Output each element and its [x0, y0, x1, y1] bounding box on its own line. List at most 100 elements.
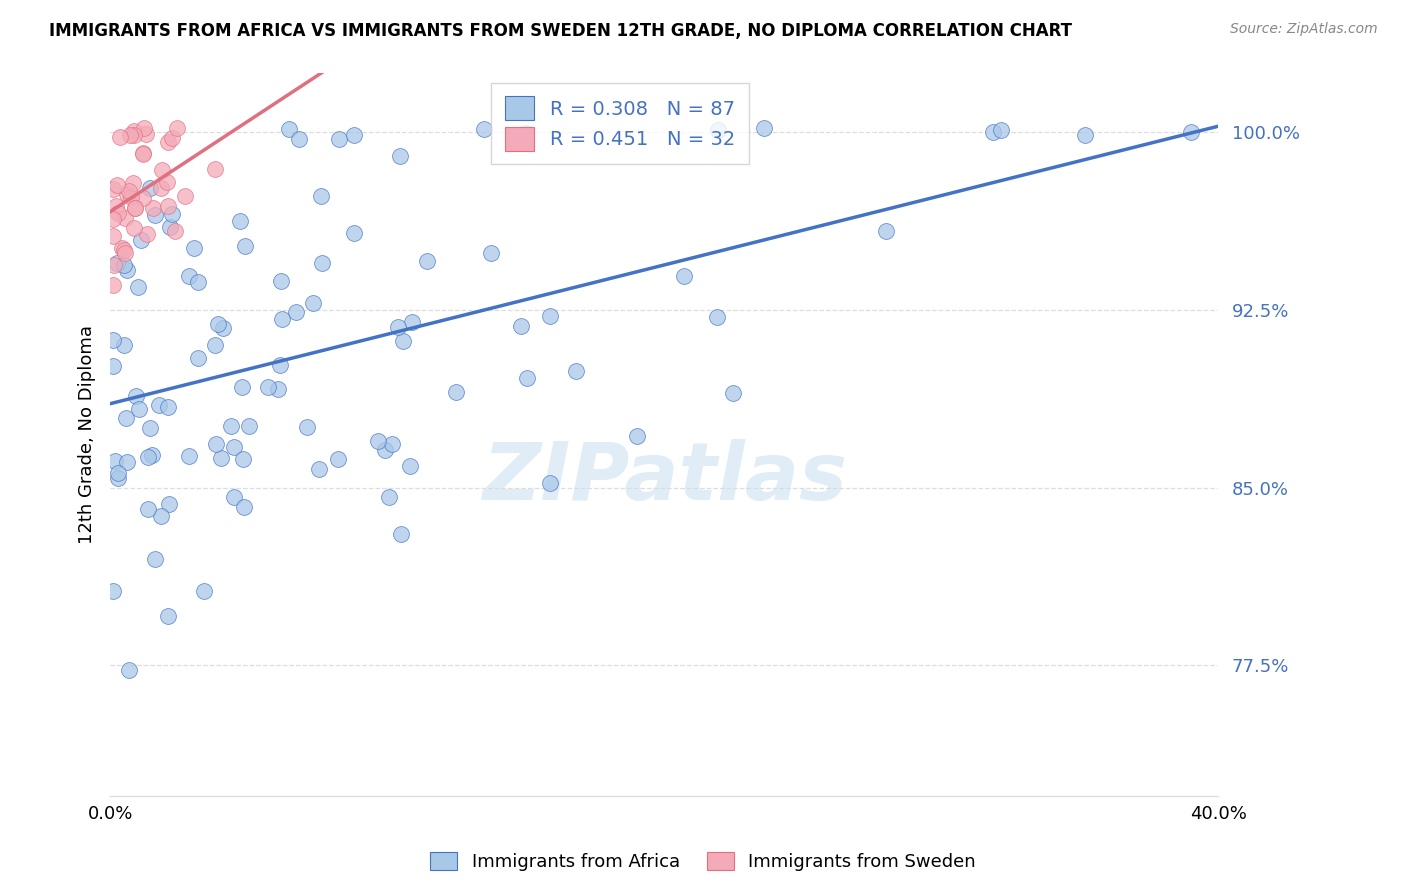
Point	[707, 122, 730, 136]
Point	[162, 206, 184, 220]
Point	[876, 224, 898, 238]
Point	[132, 146, 155, 161]
Point	[990, 122, 1012, 136]
Point	[177, 268, 200, 283]
Point	[207, 317, 229, 331]
Point	[157, 497, 180, 511]
Point	[981, 125, 1004, 139]
Point	[564, 364, 586, 378]
Point	[378, 490, 401, 504]
Point	[672, 269, 695, 284]
Point	[706, 310, 728, 324]
Point	[343, 128, 366, 142]
Point	[212, 321, 235, 335]
Point	[138, 501, 160, 516]
Point	[367, 434, 389, 448]
Point	[479, 246, 502, 260]
Point	[222, 490, 245, 504]
Point	[108, 130, 131, 145]
Point	[723, 386, 745, 401]
Point	[401, 315, 423, 329]
Point	[516, 371, 538, 385]
Point	[343, 226, 366, 240]
Point	[107, 470, 129, 484]
Point	[381, 437, 404, 451]
Point	[101, 211, 124, 226]
Point	[308, 462, 330, 476]
Point	[101, 181, 124, 195]
Point	[128, 401, 150, 416]
Point	[398, 458, 420, 473]
Point	[141, 448, 163, 462]
Point	[211, 451, 233, 466]
Point	[204, 338, 226, 352]
Point	[271, 311, 294, 326]
Point	[112, 338, 135, 352]
Legend: R = 0.308   N = 87, R = 0.451   N = 32: R = 0.308 N = 87, R = 0.451 N = 32	[491, 83, 748, 164]
Point	[149, 181, 172, 195]
Point	[122, 124, 145, 138]
Point	[389, 148, 412, 162]
Point	[302, 295, 325, 310]
Point	[118, 128, 141, 143]
Point	[163, 224, 186, 238]
Legend: Immigrants from Africa, Immigrants from Sweden: Immigrants from Africa, Immigrants from …	[423, 845, 983, 879]
Point	[118, 184, 141, 198]
Point	[101, 278, 124, 293]
Point	[284, 304, 307, 318]
Point	[311, 256, 333, 270]
Point	[107, 205, 129, 219]
Point	[136, 227, 159, 242]
Point	[538, 310, 561, 324]
Point	[157, 199, 180, 213]
Point	[135, 127, 157, 141]
Point	[105, 178, 128, 192]
Point	[1180, 125, 1202, 139]
Point	[392, 334, 415, 349]
Point	[538, 475, 561, 490]
Point	[124, 201, 146, 215]
Point	[136, 450, 159, 464]
Point	[107, 467, 129, 481]
Point	[166, 120, 188, 135]
Point	[373, 442, 395, 457]
Point	[416, 253, 439, 268]
Point	[309, 189, 332, 203]
Point	[232, 500, 254, 515]
Point	[219, 418, 242, 433]
Point	[125, 389, 148, 403]
Point	[626, 429, 648, 443]
Point	[112, 259, 135, 273]
Point	[118, 663, 141, 677]
Text: Source: ZipAtlas.com: Source: ZipAtlas.com	[1230, 22, 1378, 37]
Point	[101, 334, 124, 348]
Point	[148, 399, 170, 413]
Point	[114, 246, 136, 260]
Point	[138, 421, 160, 435]
Point	[104, 454, 127, 468]
Point	[122, 220, 145, 235]
Point	[150, 508, 173, 523]
Point	[238, 418, 260, 433]
Point	[105, 199, 128, 213]
Point	[156, 136, 179, 150]
Point	[142, 201, 165, 215]
Point	[115, 455, 138, 469]
Point	[159, 220, 181, 235]
Point	[257, 380, 280, 394]
Point	[187, 351, 209, 365]
Point	[270, 274, 292, 288]
Point	[328, 451, 350, 466]
Point	[101, 359, 124, 373]
Point	[287, 132, 309, 146]
Point	[509, 318, 531, 333]
Point	[156, 175, 179, 189]
Point	[103, 258, 125, 272]
Point	[122, 176, 145, 190]
Y-axis label: 12th Grade, No Diploma: 12th Grade, No Diploma	[79, 325, 96, 544]
Point	[389, 527, 412, 541]
Point	[115, 411, 138, 425]
Point	[110, 241, 132, 255]
Point	[129, 233, 152, 247]
Point	[115, 186, 138, 201]
